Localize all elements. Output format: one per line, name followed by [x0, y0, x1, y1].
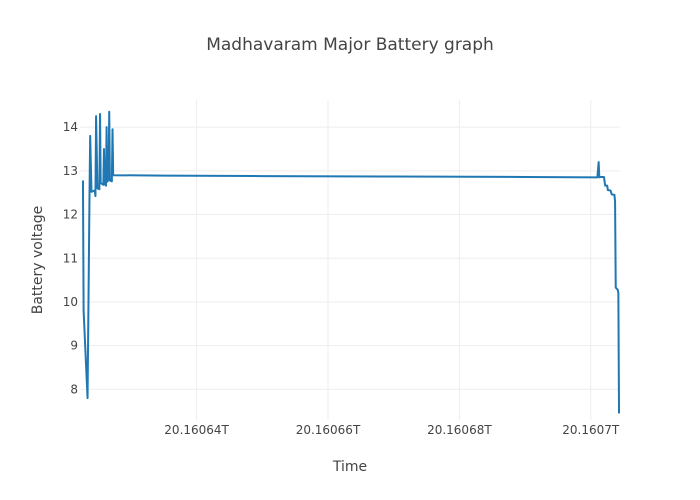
- chart-title: Madhavaram Major Battery graph: [206, 35, 494, 55]
- y-tick-label: 13: [63, 164, 78, 178]
- y-tick-label: 9: [70, 339, 78, 353]
- y-tick-label: 8: [70, 382, 78, 396]
- y-axis-ticks: 8 9 10 11 12 13 14: [63, 120, 78, 396]
- y-tick-label: 12: [63, 208, 78, 222]
- x-tick-label: 20.16066T: [296, 423, 361, 437]
- x-tick-label: 20.16068T: [427, 423, 492, 437]
- x-tick-label: 20.16064T: [164, 423, 229, 437]
- y-tick-label: 10: [63, 295, 78, 309]
- x-axis-title: Time: [332, 459, 367, 475]
- x-tick-label: 20.1607T: [562, 423, 620, 437]
- plot-area: [81, 110, 621, 414]
- y-tick-label: 11: [63, 251, 78, 265]
- x-axis-ticks: 20.16064T 20.16066T 20.16068T 20.1607T: [164, 423, 620, 437]
- y-tick-label: 14: [63, 120, 78, 134]
- battery-voltage-line: [81, 110, 621, 414]
- gridlines: [80, 100, 620, 420]
- y-axis-title: Battery voltage: [30, 206, 46, 315]
